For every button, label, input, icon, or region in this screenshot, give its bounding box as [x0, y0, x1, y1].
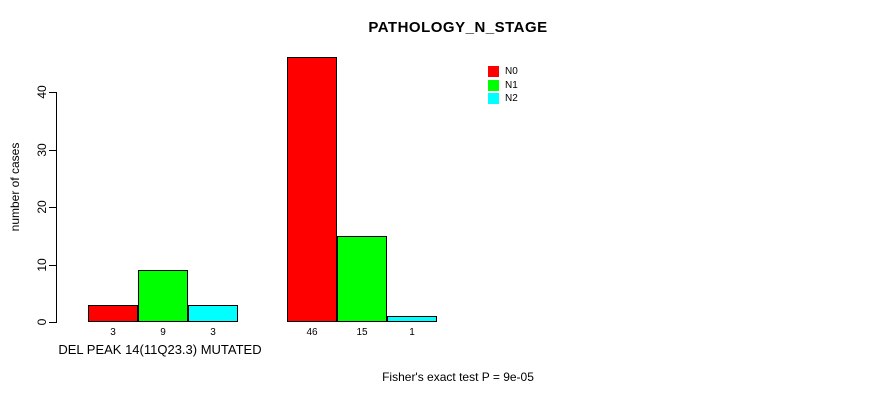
y-tick-label: 20 — [35, 200, 49, 214]
y-tick-mark — [49, 265, 56, 266]
footer-stat-note: Fisher's exact test P = 9e-05 — [382, 370, 534, 384]
y-tick-mark — [49, 207, 56, 208]
bar-value-label: 46 — [306, 327, 318, 338]
y-axis-label: number of cases — [8, 142, 22, 232]
bar-value-label: 3 — [110, 327, 116, 338]
bar-n0-group2 — [287, 57, 337, 322]
legend-swatch-n0 — [488, 66, 499, 77]
legend-label: N2 — [505, 93, 518, 104]
y-tick-label: 40 — [35, 85, 49, 99]
bar-n1-group1 — [138, 270, 188, 322]
legend-label: N0 — [505, 66, 518, 77]
legend-row-n0: N0 — [488, 66, 518, 77]
y-tick-label: 10 — [35, 258, 49, 272]
legend-label: N1 — [505, 80, 518, 91]
bar-value-label: 9 — [160, 327, 166, 338]
bar-n0-group1 — [88, 305, 138, 322]
bar-n1-group2 — [337, 236, 387, 322]
legend-row-n2: N2 — [488, 93, 518, 104]
legend-swatch-n2 — [488, 93, 499, 104]
bar-value-label: 3 — [210, 327, 216, 338]
y-tick-label: 30 — [35, 143, 49, 157]
legend-swatch-n1 — [488, 80, 499, 91]
bar-value-label: 15 — [356, 327, 368, 338]
bar-value-label: 1 — [409, 327, 415, 338]
bar-n2-group2 — [387, 316, 437, 322]
y-axis-line — [56, 92, 57, 323]
legend-row-n1: N1 — [488, 80, 518, 91]
y-tick-label: 0 — [35, 318, 49, 326]
y-tick-mark — [49, 150, 56, 151]
y-tick-mark — [49, 322, 56, 323]
bar-n2-group1 — [188, 305, 238, 322]
x-axis-group-label: DEL PEAK 14(11Q23.3) MUTATED — [58, 342, 262, 357]
y-tick-mark — [49, 92, 56, 93]
chart-title: PATHOLOGY_N_STAGE — [368, 19, 548, 36]
